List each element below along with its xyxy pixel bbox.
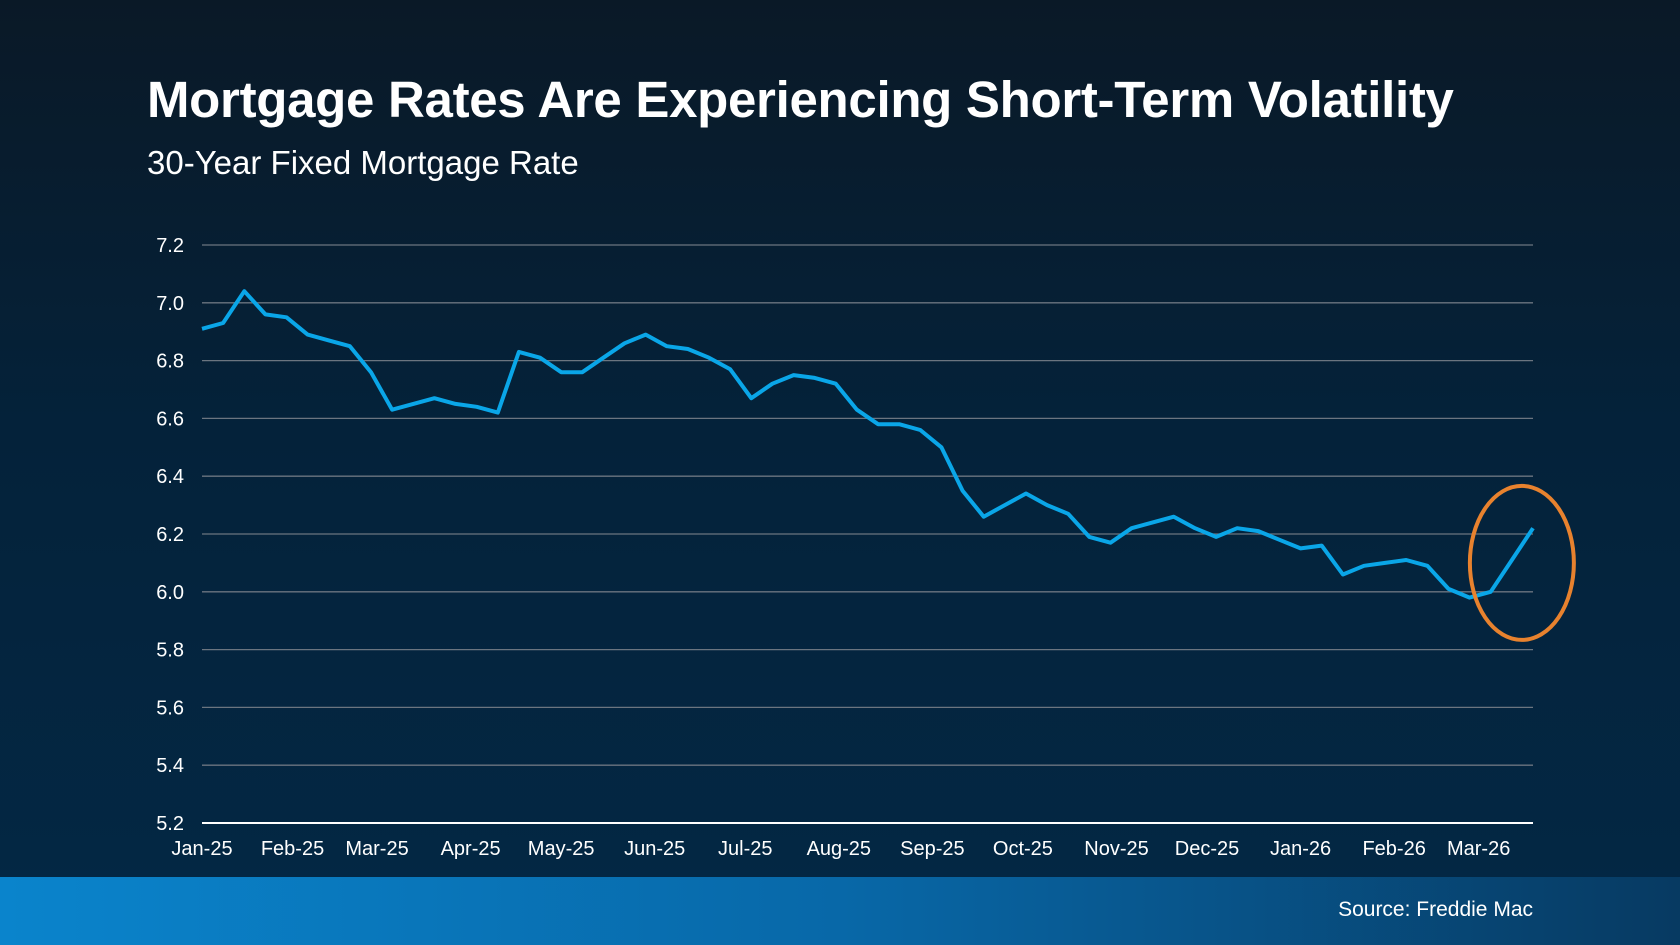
x-tick-label: Mar-26 bbox=[1447, 838, 1510, 860]
y-tick-label: 5.6 bbox=[156, 697, 184, 719]
x-tick-label: Jan-26 bbox=[1270, 838, 1331, 860]
y-tick-label: 5.8 bbox=[156, 640, 184, 662]
y-tick-label: 5.4 bbox=[156, 755, 184, 777]
x-tick-label: Sep-25 bbox=[900, 838, 965, 860]
chart-title: Mortgage Rates Are Experiencing Short-Te… bbox=[147, 71, 1454, 128]
x-tick-label: Nov-25 bbox=[1084, 838, 1148, 860]
gridlines bbox=[202, 244, 1533, 824]
chart-subtitle: 30-Year Fixed Mortgage Rate bbox=[147, 144, 579, 181]
y-tick-label: 6.4 bbox=[156, 466, 184, 488]
y-tick-label: 7.2 bbox=[156, 235, 184, 257]
source-note: Source: Freddie Mac bbox=[1338, 898, 1533, 921]
x-tick-label: Jan-25 bbox=[171, 838, 232, 860]
x-tick-label: Feb-25 bbox=[261, 838, 324, 860]
y-tick-label: 6.2 bbox=[156, 524, 184, 546]
y-tick-label: 6.8 bbox=[156, 351, 184, 373]
x-tick-label: Oct-25 bbox=[993, 838, 1053, 860]
highlight-circle bbox=[1467, 483, 1576, 642]
series-line bbox=[201, 289, 1535, 600]
x-tick-label: Jun-25 bbox=[624, 838, 685, 860]
line-chart: 7.2 7.0 6.8 6.6 6.4 6.2 6.0 5.8 5.6 5.4 5.2 Jan-25… bbox=[156, 235, 1576, 860]
x-tick-label: Mar-25 bbox=[345, 838, 408, 860]
y-tick-label: 7.0 bbox=[156, 293, 184, 315]
x-tick-label: Feb-26 bbox=[1362, 838, 1425, 860]
y-tick-label: 6.6 bbox=[156, 408, 184, 430]
y-tick-label: 5.2 bbox=[156, 813, 184, 835]
x-tick-label: Dec-25 bbox=[1175, 838, 1239, 860]
x-tick-label: Aug-25 bbox=[807, 838, 872, 860]
x-tick-label: Jul-25 bbox=[718, 838, 772, 860]
x-tick-label: Apr-25 bbox=[441, 838, 501, 860]
x-axis-ticks: Jan-25 Feb-25 Mar-25 Apr-25 May-25 Jun-25 Jul-… bbox=[171, 838, 1510, 860]
x-tick-label: May-25 bbox=[528, 838, 595, 860]
y-tick-label: 6.0 bbox=[156, 582, 184, 604]
y-axis-ticks: 7.2 7.0 6.8 6.6 6.4 6.2 6.0 5.8 5.6 5.4 5.2 bbox=[156, 235, 184, 835]
footer-bar: Source: Freddie Mac bbox=[0, 877, 1680, 945]
